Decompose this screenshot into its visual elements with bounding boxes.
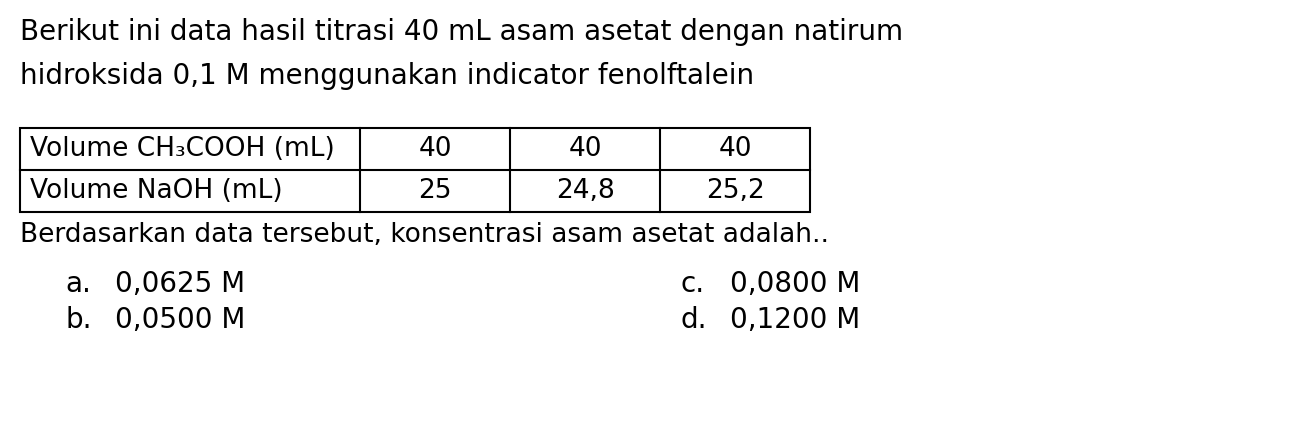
Text: 0,0500 M: 0,0500 M: [114, 306, 246, 334]
Text: 25,2: 25,2: [706, 178, 764, 204]
Text: 0,0625 M: 0,0625 M: [114, 270, 246, 298]
Text: 24,8: 24,8: [555, 178, 615, 204]
Text: Volume CH₃COOH (mL): Volume CH₃COOH (mL): [30, 136, 335, 162]
Text: 40: 40: [568, 136, 602, 162]
Text: Volume NaOH (mL): Volume NaOH (mL): [30, 178, 282, 204]
Text: c.: c.: [680, 270, 705, 298]
Text: d.: d.: [680, 306, 706, 334]
Text: Berdasarkan data tersebut, konsentrasi asam asetat adalah..: Berdasarkan data tersebut, konsentrasi a…: [20, 222, 829, 248]
Text: 40: 40: [718, 136, 751, 162]
Text: a.: a.: [65, 270, 91, 298]
Text: 25: 25: [419, 178, 452, 204]
Text: b.: b.: [65, 306, 91, 334]
Text: 40: 40: [419, 136, 452, 162]
Text: 0,0800 M: 0,0800 M: [731, 270, 861, 298]
Text: hidroksida 0,1 M menggunakan indicator fenolftalein: hidroksida 0,1 M menggunakan indicator f…: [20, 62, 754, 90]
Text: 0,1200 M: 0,1200 M: [731, 306, 861, 334]
Text: Berikut ini data hasil titrasi 40 mL asam asetat dengan natirum: Berikut ini data hasil titrasi 40 mL asa…: [20, 18, 903, 46]
Bar: [20, 128, 810, 212]
